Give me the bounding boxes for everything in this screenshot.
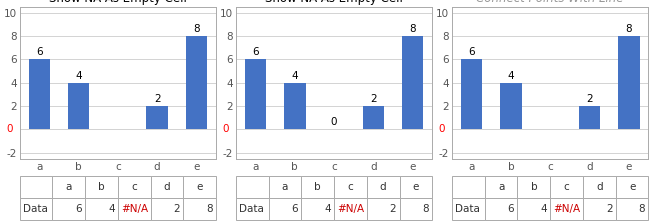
Bar: [618, 36, 639, 129]
Bar: [500, 83, 522, 129]
Text: 2: 2: [370, 94, 377, 104]
Bar: [284, 83, 306, 129]
Text: 4: 4: [75, 71, 82, 81]
Text: Connect Points With Line: Connect Points With Line: [476, 0, 624, 5]
Bar: [146, 106, 168, 129]
Text: 2: 2: [586, 94, 593, 104]
Bar: [68, 83, 90, 129]
Text: 6: 6: [36, 47, 43, 57]
Text: 4: 4: [508, 71, 514, 81]
Bar: [402, 36, 423, 129]
Title: Show Empty Cells As Zeros
Show NA As Empty Cell: Show Empty Cells As Zeros Show NA As Emp…: [253, 0, 415, 6]
Text: 0: 0: [331, 117, 337, 127]
Bar: [461, 59, 483, 129]
Text: 0: 0: [222, 125, 229, 135]
Text: 0: 0: [438, 125, 445, 135]
Text: 4: 4: [291, 71, 298, 81]
Text: 2: 2: [154, 94, 160, 104]
Bar: [29, 59, 50, 129]
Text: 8: 8: [409, 24, 416, 34]
Bar: [362, 106, 384, 129]
Text: 8: 8: [193, 24, 200, 34]
Text: 6: 6: [468, 47, 475, 57]
Text: 6: 6: [252, 47, 259, 57]
Bar: [245, 59, 267, 129]
Bar: [578, 106, 600, 129]
Bar: [185, 36, 207, 129]
Text: 0: 0: [6, 125, 12, 135]
Text: 8: 8: [626, 24, 632, 34]
Title: Show Empty Cells As Gaps
Show NA As Empty Cell: Show Empty Cells As Gaps Show NA As Empt…: [39, 0, 196, 6]
